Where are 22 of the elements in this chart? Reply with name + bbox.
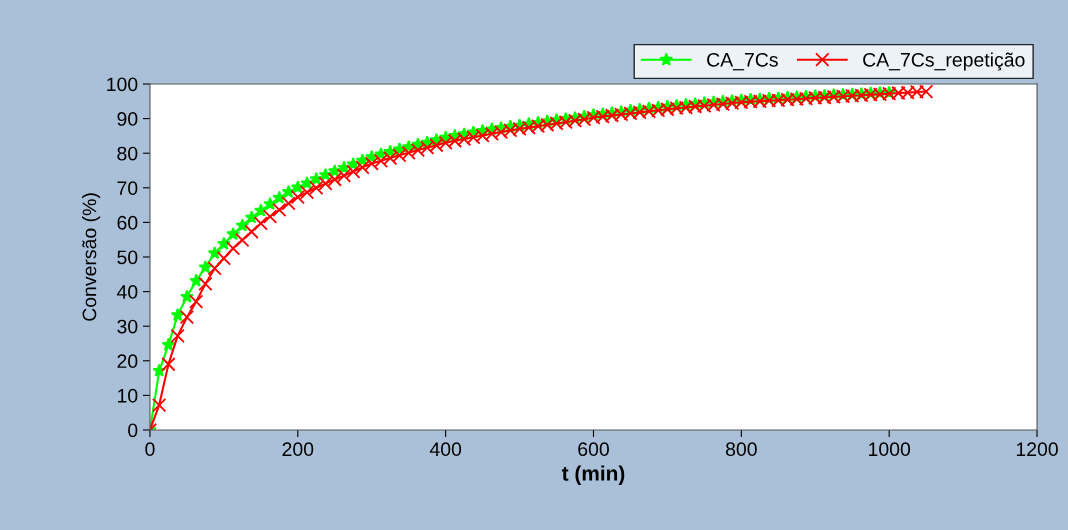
y-axis-title: Conversão (%) <box>82 193 101 321</box>
y-tick-label: 50 <box>117 250 138 265</box>
y-tick-label: 0 <box>128 423 138 438</box>
x-tick-label: 1200 <box>1016 442 1058 457</box>
x-tick-label: 400 <box>429 442 462 457</box>
x-tick-label: 600 <box>578 442 609 457</box>
y-tick-label: 40 <box>116 285 138 299</box>
x-tick-label: 800 <box>725 442 757 457</box>
y-tick-label: 20 <box>117 354 138 369</box>
y-tick-label: 90 <box>117 112 138 126</box>
x-tick-label: 1000 <box>869 442 911 457</box>
y-tick-label: 10 <box>118 388 138 403</box>
y-tick-label: 60 <box>117 215 138 230</box>
x-tick-label: 0 <box>145 442 155 457</box>
legend-label: CA_7Cs_repetição <box>863 52 1025 71</box>
y-tick-label: 100 <box>107 77 138 92</box>
x-axis-title: t (min) <box>561 465 625 485</box>
legend-label: CA_7Cs <box>707 52 778 71</box>
x-tick-label: 200 <box>282 442 314 457</box>
y-tick-label: 80 <box>117 146 138 161</box>
y-tick-label: 70 <box>117 181 138 196</box>
y-tick-label: 30 <box>117 319 138 334</box>
